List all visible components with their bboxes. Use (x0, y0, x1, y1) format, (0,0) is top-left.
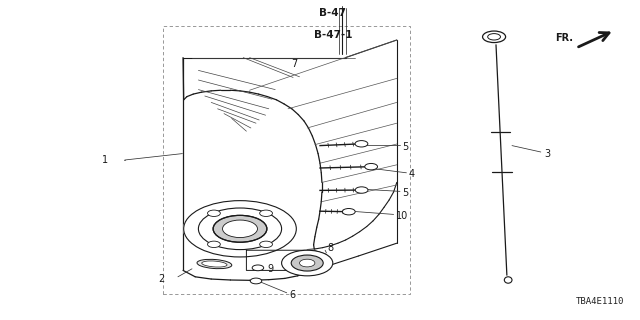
Text: TBA4E1110: TBA4E1110 (575, 297, 624, 306)
Text: 6: 6 (289, 290, 296, 300)
Circle shape (291, 255, 323, 271)
Text: B-47-1: B-47-1 (314, 30, 352, 40)
Text: B-47: B-47 (319, 8, 346, 18)
Text: 5: 5 (402, 141, 408, 152)
Bar (163, 26, 410, 294)
Circle shape (207, 210, 220, 216)
Circle shape (300, 259, 315, 267)
Circle shape (223, 220, 257, 237)
Text: 5: 5 (402, 188, 408, 198)
Text: 10: 10 (396, 211, 408, 221)
Circle shape (184, 201, 296, 257)
Circle shape (355, 187, 368, 193)
Text: FR.: FR. (555, 33, 573, 44)
Ellipse shape (197, 259, 232, 269)
Circle shape (483, 31, 506, 43)
Circle shape (260, 241, 273, 248)
Ellipse shape (504, 277, 512, 283)
Text: 3: 3 (544, 148, 550, 159)
Text: 2: 2 (159, 274, 165, 284)
Text: 1: 1 (102, 155, 109, 165)
Polygon shape (246, 250, 326, 270)
Circle shape (260, 210, 273, 216)
Text: 7: 7 (291, 59, 298, 69)
Circle shape (207, 241, 220, 248)
Circle shape (365, 164, 378, 170)
Circle shape (342, 209, 355, 215)
Circle shape (355, 140, 368, 147)
Text: 9: 9 (268, 264, 274, 274)
Circle shape (282, 250, 333, 276)
Circle shape (252, 265, 264, 271)
Text: 8: 8 (328, 243, 334, 253)
Ellipse shape (202, 261, 227, 267)
Text: 4: 4 (408, 169, 415, 180)
Circle shape (213, 215, 267, 242)
Circle shape (250, 278, 262, 284)
Circle shape (488, 34, 500, 40)
